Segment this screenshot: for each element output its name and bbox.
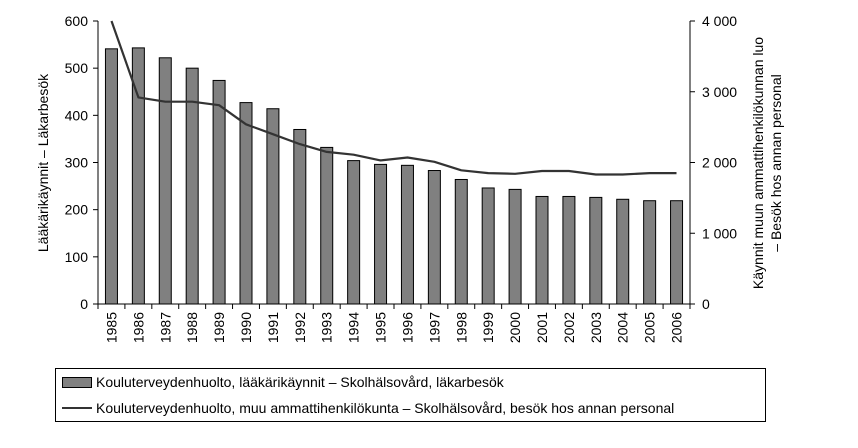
right-tick-label: 2 000: [702, 155, 737, 171]
x-tick-label-1990: 1990: [238, 312, 254, 343]
left-tick-label: 400: [65, 107, 89, 123]
x-tick-label-2003: 2003: [588, 312, 604, 343]
x-tick-label-1988: 1988: [184, 312, 200, 343]
bar-1989: [212, 79, 226, 305]
left-tick-label: 500: [65, 60, 89, 76]
left-tick-label: 0: [80, 296, 88, 312]
right-tick-label: 0: [702, 296, 710, 312]
legend-bar-swatch: [62, 376, 92, 388]
bar-1985: [104, 48, 118, 305]
bar-1999: [481, 187, 495, 305]
plot-area: 0 100 200 300 400 500 600 0 1 000 2 000 3 000 4 000…: [65, 13, 738, 343]
chart-legend: Kouluterveydenhuolto, lääkärikäynnit – S…: [55, 368, 766, 422]
x-tick-label-1994: 1994: [346, 312, 362, 343]
bar-2004: [616, 198, 630, 305]
bar-1998: [454, 178, 468, 305]
x-tick-label-1987: 1987: [157, 312, 173, 343]
legend-bar-label: Kouluterveydenhuolto, lääkärikäynnit – S…: [96, 374, 504, 390]
bar-1995: [374, 163, 388, 305]
right-tick-label: 4 000: [702, 13, 737, 29]
x-tick-label-1986: 1986: [130, 312, 146, 343]
left-axis-label-group: Lääkärikäynnit – Läkarbesök: [35, 73, 51, 252]
bar-2002: [562, 195, 576, 305]
legend-line-label: Kouluterveydenhuolto, muu ammattihenkilö…: [96, 400, 675, 416]
bar-2001: [535, 195, 549, 305]
x-tick-label-2001: 2001: [534, 312, 550, 343]
bar-1990: [239, 102, 253, 305]
left-axis-label: Lääkärikäynnit – Läkarbesök: [35, 73, 51, 252]
left-tick-label: 200: [65, 202, 89, 218]
x-tick-label-1999: 1999: [480, 312, 496, 343]
legend-item-bar: Kouluterveydenhuolto, lääkärikäynnit – S…: [62, 373, 504, 391]
x-tick-label-2006: 2006: [669, 312, 685, 343]
bar-1997: [427, 170, 441, 305]
left-tick-label: 100: [65, 249, 89, 265]
x-tick-label-1993: 1993: [319, 312, 335, 343]
x-tick-label-1989: 1989: [211, 312, 227, 343]
x-tick-label-2005: 2005: [642, 312, 658, 343]
line-series-annan-personal: [110, 20, 677, 176]
right-tick-label: 1 000: [702, 225, 737, 241]
x-tick-label-1985: 1985: [103, 312, 119, 343]
x-tick-label-1991: 1991: [265, 312, 281, 343]
x-tick-label-1995: 1995: [373, 312, 389, 343]
bar-2003: [589, 196, 603, 305]
x-tick-label-2004: 2004: [615, 312, 631, 343]
left-tick-label: 300: [65, 155, 89, 171]
legend-item-line: Kouluterveydenhuolto, muu ammattihenkilö…: [62, 399, 674, 417]
bar-1993: [320, 146, 334, 305]
right-axis-label-group: Käynnit muun ammattihenkilökunnan luo – …: [750, 37, 784, 289]
right-tick-label: 3 000: [702, 84, 737, 100]
bar-1988: [185, 67, 199, 305]
legend-line-swatch: [62, 407, 92, 409]
x-tick-label-1992: 1992: [292, 312, 308, 343]
x-tick-label-1997: 1997: [426, 312, 442, 343]
bar-1996: [400, 164, 414, 305]
x-tick-label-2000: 2000: [507, 312, 523, 343]
bar-1992: [293, 128, 307, 305]
x-tick-label-1998: 1998: [453, 312, 469, 343]
right-axis-label-line-1: Käynnit muun ammattihenkilökunnan luo: [750, 37, 766, 289]
bar-2000: [508, 188, 522, 305]
x-tick-label-2002: 2002: [561, 312, 577, 343]
right-axis-label-line-2: – Besök hos annan personal: [768, 74, 784, 251]
x-tick-label-1996: 1996: [399, 312, 415, 343]
left-tick-label: 600: [65, 13, 89, 29]
bar-2006: [670, 200, 684, 305]
bar-1991: [266, 108, 280, 305]
bar-1987: [158, 57, 172, 305]
bar-2005: [643, 200, 657, 305]
bar-1994: [347, 160, 361, 305]
